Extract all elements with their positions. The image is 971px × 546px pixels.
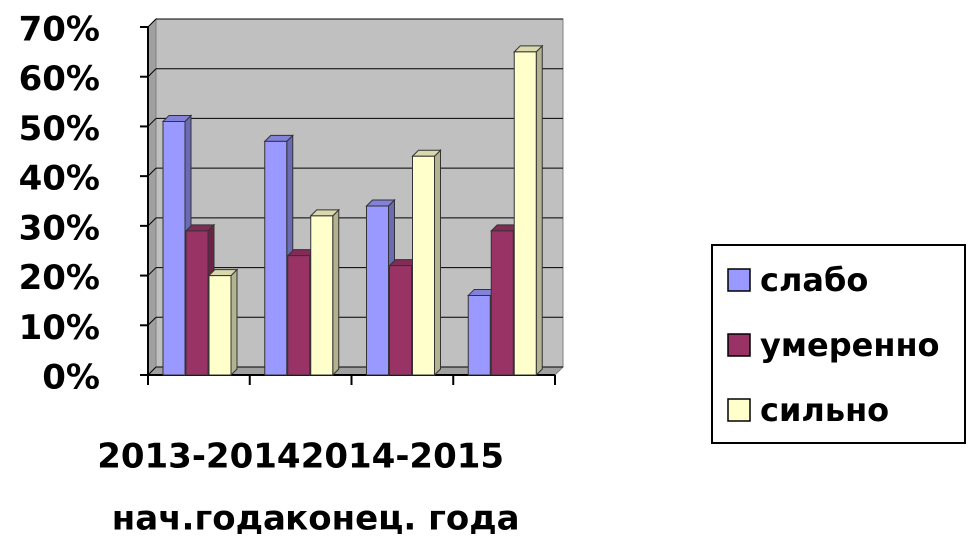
y-tick-label: 10% (19, 308, 100, 348)
bar-face (366, 205, 389, 376)
bar-face (185, 230, 209, 376)
bar-face (230, 268, 238, 377)
bar-face (513, 51, 537, 376)
bar-face (434, 149, 441, 377)
legend-label: сильно (760, 391, 889, 429)
bar-face (208, 275, 232, 376)
bar (309, 208, 340, 377)
legend-box (711, 244, 966, 444)
y-tick-label: 70% (19, 10, 100, 50)
bar (207, 268, 239, 377)
bar-face (389, 265, 412, 376)
legend-swatch (727, 268, 751, 292)
grid-side (147, 267, 157, 276)
bar-face (287, 255, 311, 376)
bar (513, 44, 544, 377)
bar-face (490, 230, 514, 376)
grid-side (147, 68, 157, 78)
y-tick-label: 0% (42, 358, 100, 398)
grid-side (147, 118, 157, 127)
legend-swatch (727, 333, 751, 357)
bar-face (467, 294, 491, 376)
bar-face (535, 44, 543, 377)
bar-face (412, 155, 435, 376)
y-tick-label: 20% (19, 258, 100, 298)
x-tick-label: конец. года (285, 499, 519, 539)
bar-face (310, 215, 334, 376)
x-tick-label: 2014-2015 (301, 437, 504, 477)
grid-side (147, 217, 157, 227)
y-tick-label: 40% (19, 159, 100, 199)
legend-label: слабо (760, 261, 868, 299)
legend-swatch (727, 398, 751, 422)
y-tick-label: 30% (19, 208, 100, 248)
x-tick-label: нач.года (112, 499, 286, 539)
y-tick-label: 60% (19, 59, 100, 99)
bar (411, 149, 442, 377)
bar-face (332, 208, 340, 377)
grid-side (147, 18, 157, 28)
y-tick-label: 50% (19, 109, 100, 149)
bar-face (264, 140, 288, 376)
x-tick-label: 2013-2014 (97, 437, 300, 477)
grid-side (147, 366, 157, 376)
legend-label: умеренно (760, 326, 940, 364)
bar-face (162, 120, 186, 376)
grid-side (147, 316, 157, 326)
grid-side (147, 167, 157, 177)
